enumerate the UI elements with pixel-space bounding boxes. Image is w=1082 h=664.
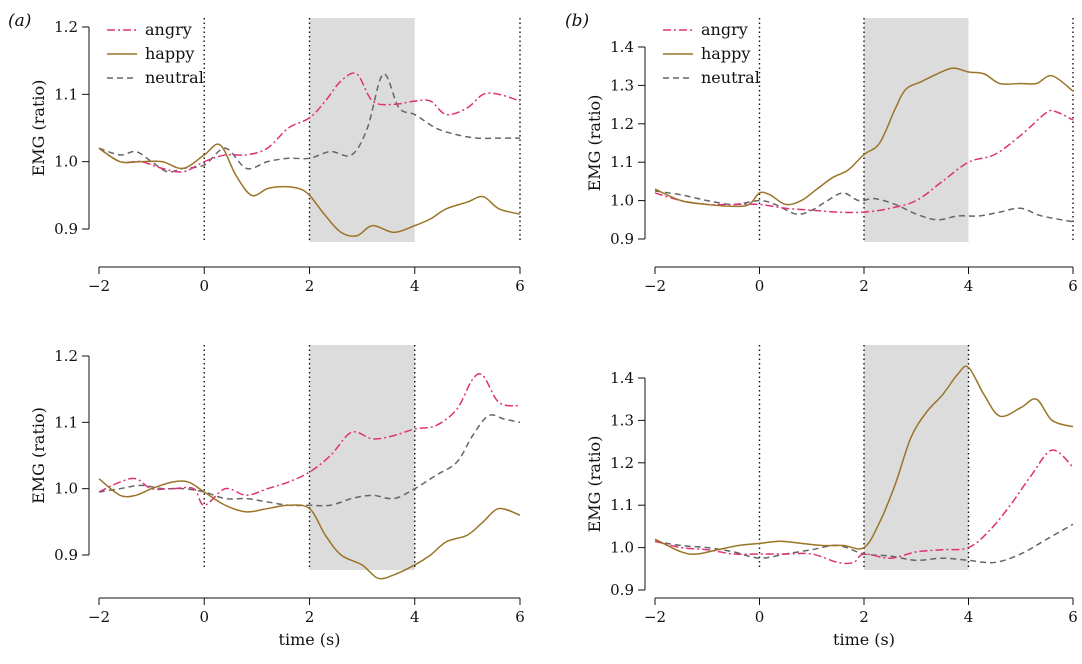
x-tick-label: 6 bbox=[515, 277, 525, 295]
x-tick-label: 4 bbox=[410, 277, 420, 295]
x-tick-label: 0 bbox=[755, 277, 765, 295]
y-tick-label: 0.9 bbox=[610, 581, 634, 599]
legend-label-neutral: neutral bbox=[701, 68, 760, 87]
chart-panel-top-left: 0.9 1.0 1.1 1.2 EMG (ratio) −2 0 2 4 6 angry happy n… bbox=[29, 18, 525, 295]
legend-label-angry: angry bbox=[701, 20, 748, 39]
x-tick-label: 2 bbox=[859, 608, 869, 626]
y-axis-label: EMG (ratio) bbox=[585, 436, 604, 533]
x-tick-label: −2 bbox=[88, 608, 110, 626]
series-line-happy bbox=[654, 365, 1074, 555]
series-line-angry bbox=[98, 72, 521, 173]
y-tick-label: 1.4 bbox=[610, 38, 634, 56]
y-tick-label: 1.1 bbox=[610, 496, 634, 514]
y-tick-label: 1.0 bbox=[54, 480, 78, 498]
x-tick-label: 2 bbox=[859, 277, 869, 295]
y-axis-label: EMG (ratio) bbox=[29, 407, 48, 504]
series-line-happy bbox=[654, 67, 1074, 208]
series-line-happy bbox=[98, 143, 521, 237]
legend-label-angry: angry bbox=[145, 20, 192, 39]
x-tick-label: 2 bbox=[305, 277, 315, 295]
y-tick-label: 0.9 bbox=[610, 230, 634, 248]
series-line-happy bbox=[98, 478, 521, 580]
series-line-angry bbox=[654, 449, 1074, 565]
x-tick-label: 4 bbox=[964, 277, 974, 295]
series-line-angry bbox=[98, 373, 521, 507]
y-tick-label: 1.1 bbox=[610, 153, 634, 171]
y-tick-label: 1.1 bbox=[54, 413, 78, 431]
legend-label-happy: happy bbox=[145, 44, 194, 63]
series-line-neutral bbox=[98, 414, 521, 507]
x-tick-label: −2 bbox=[88, 277, 110, 295]
y-tick-label: 1.3 bbox=[610, 411, 634, 429]
y-tick-label: 0.9 bbox=[54, 220, 78, 238]
shaded-interval bbox=[309, 18, 415, 242]
x-tick-label: −2 bbox=[644, 277, 666, 295]
x-axis-label: time (s) bbox=[833, 630, 895, 649]
y-tick-label: 1.3 bbox=[610, 76, 634, 94]
x-tick-label: 6 bbox=[1068, 277, 1078, 295]
x-axis-label: time (s) bbox=[279, 630, 341, 649]
series-line-neutral bbox=[654, 190, 1074, 223]
x-tick-label: 2 bbox=[305, 608, 315, 626]
series-line-neutral bbox=[98, 73, 520, 173]
y-tick-label: 1.2 bbox=[610, 454, 634, 472]
y-tick-label: 1.1 bbox=[54, 85, 78, 103]
legend-label-happy: happy bbox=[701, 44, 750, 63]
x-tick-label: 0 bbox=[755, 608, 765, 626]
chart-panel-top-right: 0.9 1.0 1.1 1.2 1.3 1.4 EMG (ratio) −2 0 2 4 6 angry… bbox=[585, 18, 1078, 295]
chart-panel-bottom-right: 0.9 1.0 1.1 1.2 1.3 1.4 EMG (ratio) −2 0 2 4 6 time … bbox=[585, 345, 1078, 649]
y-axis-label: EMG (ratio) bbox=[585, 95, 604, 192]
shaded-interval bbox=[309, 345, 415, 570]
panel-label-a: (a) bbox=[8, 11, 31, 31]
x-tick-label: 0 bbox=[199, 277, 209, 295]
x-tick-label: 0 bbox=[199, 608, 209, 626]
y-tick-label: 0.9 bbox=[54, 546, 78, 564]
y-tick-label: 1.2 bbox=[54, 347, 78, 365]
y-tick-label: 1.0 bbox=[610, 539, 634, 557]
x-tick-label: 6 bbox=[1068, 608, 1078, 626]
legend-label-neutral: neutral bbox=[145, 68, 204, 87]
y-tick-label: 1.2 bbox=[610, 115, 634, 133]
x-tick-label: 4 bbox=[964, 608, 974, 626]
shaded-interval bbox=[864, 345, 969, 570]
x-tick-label: 4 bbox=[410, 608, 420, 626]
panel-label-b: (b) bbox=[565, 11, 589, 31]
y-tick-label: 1.4 bbox=[610, 369, 634, 387]
chart-panel-bottom-left: 0.9 1.0 1.1 1.2 EMG (ratio) −2 0 2 4 6 time (s) bbox=[29, 345, 525, 649]
x-tick-label: −2 bbox=[644, 608, 666, 626]
y-axis-label: EMG (ratio) bbox=[29, 80, 48, 177]
shaded-interval bbox=[864, 18, 969, 242]
y-tick-label: 1.2 bbox=[54, 18, 78, 36]
y-tick-label: 1.0 bbox=[54, 153, 78, 171]
x-tick-label: 6 bbox=[515, 608, 525, 626]
y-tick-label: 1.0 bbox=[610, 192, 634, 210]
